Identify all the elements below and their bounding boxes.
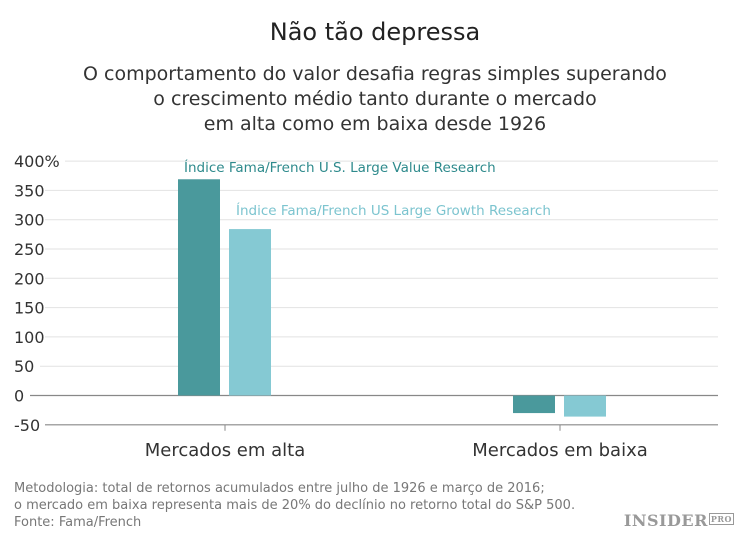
x-tick-label: Mercados em alta bbox=[145, 440, 306, 461]
subtitle-line: o crescimento médio tanto durante o merc… bbox=[153, 88, 597, 110]
y-tick-label: 300 bbox=[14, 211, 45, 230]
y-tick-label: 400% bbox=[14, 152, 60, 171]
footnote-line: Metodologia: total de retornos acumulado… bbox=[14, 481, 545, 496]
bar-value bbox=[178, 179, 220, 396]
source-line: Fonte: Fama/French bbox=[14, 515, 142, 530]
insider-pro-logo: INSIDER PRO bbox=[623, 511, 734, 530]
series-label-growth: Índice Fama/French US Large Growth Resea… bbox=[236, 202, 551, 219]
series-label-value: Índice Fama/French U.S. Large Value Rese… bbox=[184, 159, 496, 176]
bar-value bbox=[513, 395, 555, 414]
y-tick-label: 150 bbox=[14, 299, 45, 318]
subtitle-line: O comportamento do valor desafia regras … bbox=[83, 63, 667, 85]
bar-growth bbox=[229, 229, 271, 396]
subtitle-line: em alta como em baixa desde 1926 bbox=[203, 113, 547, 135]
y-tick-label: 200 bbox=[14, 269, 45, 288]
bar-growth bbox=[564, 395, 606, 417]
footnote: Metodologia: total de retornos acumulado… bbox=[14, 480, 575, 531]
chart-title: Não tão depressa bbox=[269, 18, 481, 46]
y-tick-label: 50 bbox=[14, 357, 34, 376]
y-tick-label: -50 bbox=[14, 416, 40, 435]
y-tick-label: 100 bbox=[14, 328, 45, 347]
y-tick-label: 0 bbox=[14, 387, 24, 406]
y-tick-label: 250 bbox=[14, 240, 45, 259]
chart-subtitle: O comportamento do valor desafia regras … bbox=[0, 62, 750, 137]
x-tick-label: Mercados em baixa bbox=[472, 440, 648, 461]
footnote-line: o mercado em baixa representa mais de 20… bbox=[14, 498, 576, 513]
y-tick-label: 350 bbox=[14, 181, 45, 200]
